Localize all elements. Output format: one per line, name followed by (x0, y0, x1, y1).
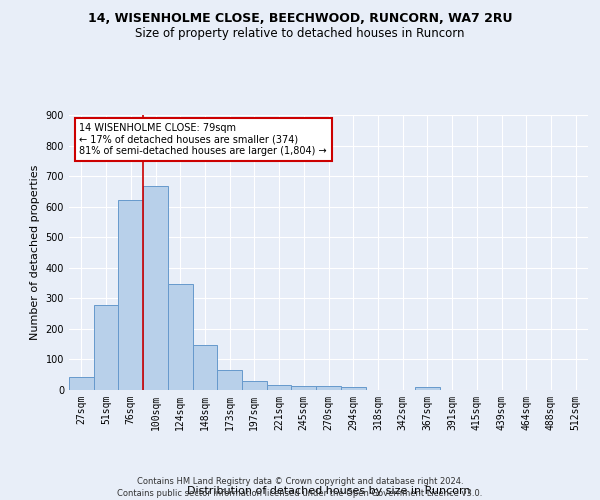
Text: Size of property relative to detached houses in Runcorn: Size of property relative to detached ho… (135, 28, 465, 40)
Text: 14, WISENHOLME CLOSE, BEECHWOOD, RUNCORN, WA7 2RU: 14, WISENHOLME CLOSE, BEECHWOOD, RUNCORN… (88, 12, 512, 26)
Bar (69, 377, 94, 390)
X-axis label: Distribution of detached houses by size in Runcorn: Distribution of detached houses by size … (187, 486, 470, 496)
Bar (242, 381, 267, 390)
Text: Contains HM Land Registry data © Crown copyright and database right 2024.
Contai: Contains HM Land Registry data © Crown c… (118, 476, 482, 498)
Bar (292, 386, 316, 390)
Text: 14 WISENHOLME CLOSE: 79sqm
← 17% of detached houses are smaller (374)
81% of sem: 14 WISENHOLME CLOSE: 79sqm ← 17% of deta… (79, 123, 327, 156)
Bar (94, 305, 118, 390)
Bar (415, 387, 440, 390)
Bar (267, 386, 292, 390)
Bar (168, 284, 193, 390)
Y-axis label: Number of detached properties: Number of detached properties (30, 165, 40, 340)
Bar (118, 200, 143, 390)
Bar (193, 345, 217, 390)
Bar (316, 386, 341, 390)
Bar (143, 186, 168, 390)
Bar (341, 387, 365, 390)
Bar (217, 370, 242, 390)
